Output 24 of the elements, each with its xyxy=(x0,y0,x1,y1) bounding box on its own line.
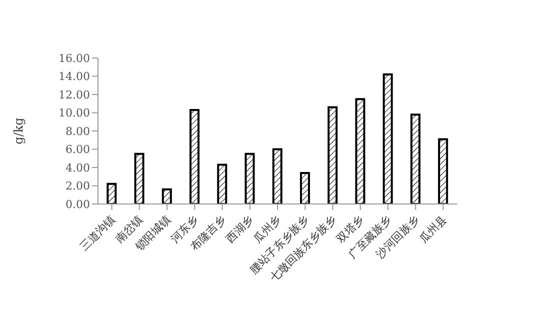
bar xyxy=(244,152,255,204)
y-tick-label: 14.00 xyxy=(58,70,90,84)
y-tick-label: 12.00 xyxy=(58,88,90,102)
y-tick-label: 2.00 xyxy=(66,180,90,193)
y-tick-label: 6.00 xyxy=(66,143,90,156)
bar xyxy=(300,172,310,204)
bar xyxy=(162,188,172,204)
bar xyxy=(382,73,393,204)
bar xyxy=(217,164,228,204)
y-tick-label: 8.00 xyxy=(66,124,90,138)
y-tick-label: 0.00 xyxy=(66,198,90,211)
bar xyxy=(438,138,448,204)
y-tick-label: 16.00 xyxy=(58,52,90,65)
y-axis-title: g/kg xyxy=(11,117,26,144)
bar xyxy=(190,109,200,204)
bar xyxy=(106,182,117,204)
bar xyxy=(328,106,338,204)
y-tick-label: 10.00 xyxy=(58,106,90,120)
y-tick-label: 4.00 xyxy=(66,161,90,174)
bar xyxy=(272,148,282,204)
bar xyxy=(410,114,420,204)
bar xyxy=(355,98,366,204)
x-tick-label: 瓜州县 xyxy=(416,212,450,246)
bar xyxy=(134,152,144,204)
